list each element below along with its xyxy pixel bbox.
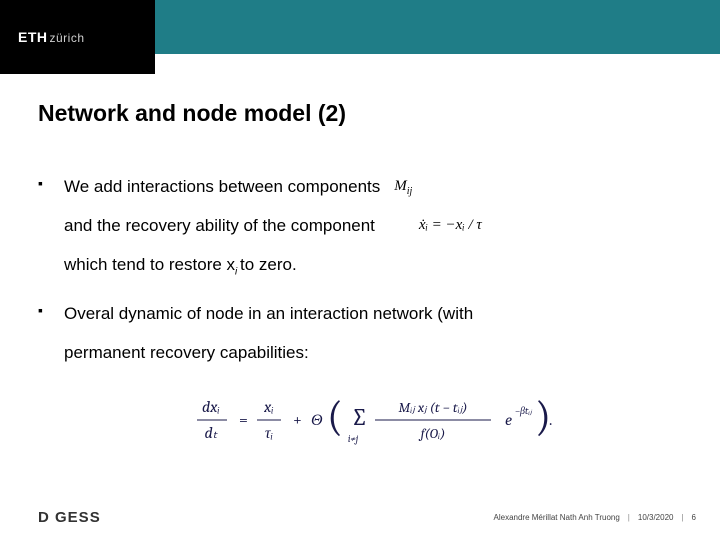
- header-logo-block: ETHzürich: [0, 0, 155, 74]
- bullet-1-line-3: which tend to restore xi to zero.: [64, 245, 682, 284]
- bullet-2: Overal dynamic of node in an interaction…: [64, 294, 682, 464]
- eq-rhs-num: xᵢ: [263, 398, 274, 416]
- eq-inner-num: Mᵢⱼ xⱼ (t − tᵢⱼ): [399, 399, 468, 416]
- eq-inner-den: f(Oᵢ): [418, 425, 446, 442]
- equation-svg: dxᵢ dₜ = xᵢ τᵢ + Θ (: [193, 390, 553, 450]
- svg-text:(: (: [327, 392, 343, 441]
- bullet-text: which tend to restore xi to zero.: [64, 245, 297, 284]
- footer-page: 6: [692, 513, 696, 522]
- math-recovery: ẋᵢ = −xᵢ / τ: [419, 208, 482, 243]
- bullet-1: We add interactions between components M…: [64, 167, 682, 284]
- svg-text:.: .: [549, 411, 552, 429]
- slide-content: Network and node model (2) We add intera…: [38, 100, 682, 475]
- header-teal-banner: [65, 0, 720, 54]
- eq-sum-sub: i≠j: [348, 433, 359, 445]
- eth-logo-main: ETH: [18, 29, 48, 45]
- slide-title: Network and node model (2): [38, 100, 682, 127]
- eq-exp-sup: −βtᵢⱼ: [515, 405, 533, 417]
- footer: D GESS Alexandre Mérillat Nath Anh Truon…: [38, 509, 696, 526]
- separator-icon: |: [681, 513, 683, 522]
- footer-meta: Alexandre Mérillat Nath Anh Truong | 10/…: [494, 513, 697, 522]
- bullet-2-line-1: Overal dynamic of node in an interaction…: [64, 294, 682, 333]
- bullet-list: We add interactions between components M…: [38, 167, 682, 465]
- separator-icon: |: [628, 513, 630, 522]
- eq-rhs-den: τᵢ: [265, 424, 273, 442]
- bullet-2-line-2: permanent recovery capabilities:: [64, 333, 682, 372]
- footer-authors: Alexandre Mérillat Nath Anh Truong: [494, 513, 620, 522]
- eq-theta: Θ: [311, 411, 323, 429]
- bullet-1-line-2: and the recovery ability of the componen…: [64, 206, 682, 245]
- footer-date: 10/3/2020: [638, 513, 674, 522]
- svg-text:+: +: [293, 411, 302, 429]
- eth-logo: ETHzürich: [18, 29, 85, 45]
- bullet-text: Overal dynamic of node in an interaction…: [64, 294, 473, 333]
- main-equation: dxᵢ dₜ = xᵢ τᵢ + Θ (: [64, 390, 682, 464]
- svg-text:∑: ∑: [351, 403, 368, 431]
- eth-logo-sub: zürich: [50, 31, 85, 45]
- bullet-1-line-1: We add interactions between components M…: [64, 167, 682, 206]
- eq-lhs-num: dxᵢ: [202, 398, 220, 416]
- bullet-text: and the recovery ability of the componen…: [64, 206, 375, 245]
- footer-logo: D GESS: [38, 509, 101, 526]
- svg-text:=: =: [239, 411, 248, 429]
- header: ETHzürich: [0, 0, 720, 54]
- bullet-text: permanent recovery capabilities:: [64, 333, 309, 372]
- eq-lhs-den: dₜ: [205, 424, 218, 442]
- math-mij: Mij: [394, 169, 412, 204]
- eq-exp: e: [505, 411, 512, 429]
- bullet-text: We add interactions between components: [64, 167, 380, 206]
